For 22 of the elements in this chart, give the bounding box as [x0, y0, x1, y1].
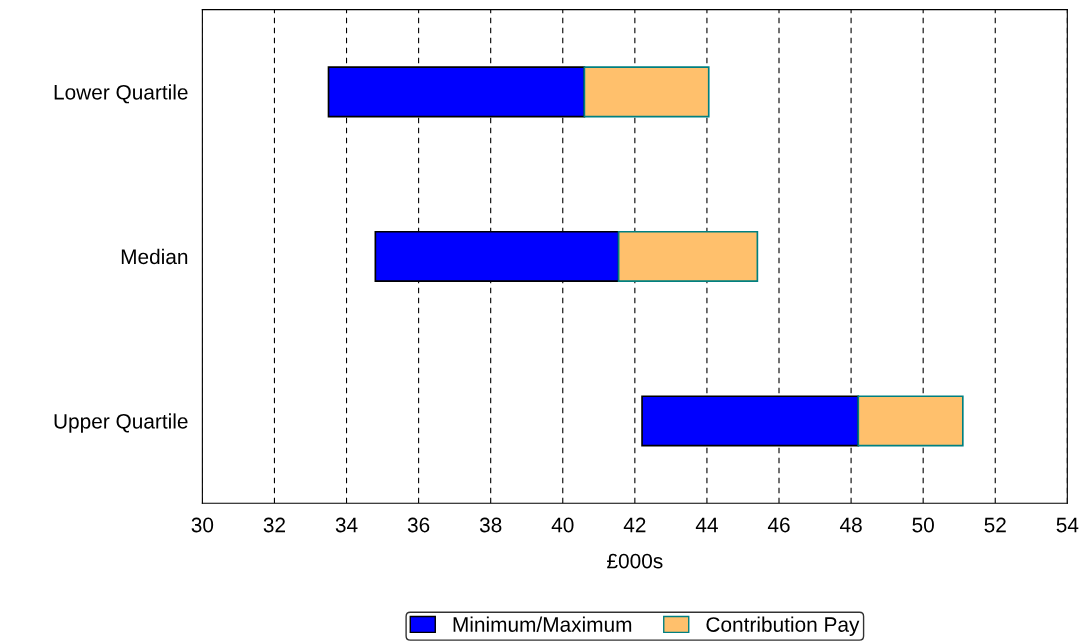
legend-label: Minimum/Maximum [453, 616, 632, 632]
x-tick-label: 42 [623, 517, 646, 533]
y-tick-label: Lower Quartile [54, 84, 188, 104]
bar [857, 395, 964, 447]
y-tick-label: Upper Quartile [54, 413, 188, 433]
x-tick-label: 46 [767, 517, 790, 533]
x-tick-label: 48 [839, 517, 862, 533]
x-tick-label: 32 [263, 517, 285, 533]
x-tick-label: 54 [1056, 517, 1079, 533]
legend-label: Contribution Pay [706, 616, 860, 637]
x-tick-label: 52 [984, 517, 1006, 533]
x-tick-label: 34 [335, 517, 358, 533]
x-tick-label: 36 [407, 517, 430, 533]
x-axis-title: £000s [607, 553, 663, 569]
x-tick-label: 40 [551, 517, 574, 533]
bar [583, 66, 710, 118]
x-tick-label: 30 [191, 517, 214, 533]
bar [617, 230, 759, 282]
y-tick-label: Median [121, 248, 188, 265]
x-tick-label: 44 [695, 517, 718, 533]
x-tick-label: 38 [479, 517, 502, 533]
x-tick-label: 50 [912, 517, 934, 533]
